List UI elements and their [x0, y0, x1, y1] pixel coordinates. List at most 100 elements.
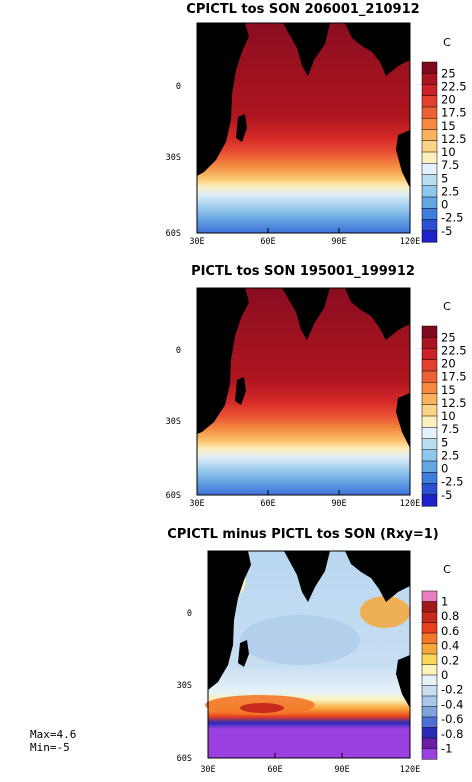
- panel-1-y-tick-30s: 30S: [166, 153, 181, 163]
- panel-3-y-tick-60s: 60S: [177, 754, 192, 764]
- colorbar-label: 7.5: [441, 158, 459, 172]
- colorbar-label: 12.5: [441, 396, 467, 410]
- colorbar-label: -0.2: [441, 683, 463, 697]
- panel-3-india: [284, 551, 330, 602]
- colorbar-swatch: [421, 325, 438, 338]
- colorbar-swatch: [421, 674, 438, 687]
- colorbar-swatch: [421, 382, 438, 395]
- colorbar-label: 0.6: [441, 624, 459, 638]
- panel-3-title: CPICTL minus PICTL tos SON (Rxy=1): [167, 527, 438, 542]
- panel-3-x-tick-60e: 60E: [267, 765, 282, 775]
- colorbar-swatch: [421, 727, 438, 739]
- panel-1-land: [197, 23, 410, 188]
- colorbar-swatch: [421, 393, 438, 406]
- panel-2-ticks: [196, 349, 411, 496]
- panel-1-asia: [345, 23, 410, 76]
- panel-3-warm-northeast: [360, 596, 410, 628]
- colorbar-label: 0.2: [441, 653, 459, 667]
- colorbar-swatch: [421, 685, 438, 697]
- colorbar-swatch: [421, 483, 438, 496]
- colorbar-swatch: [421, 737, 438, 750]
- panel-3-colorbar: [421, 590, 438, 760]
- panel-2-africa: [197, 288, 249, 434]
- panel-1-y-tick-0: 0: [176, 82, 181, 92]
- panel-1-colorbar: [421, 61, 438, 243]
- colorbar-swatch: [421, 601, 438, 613]
- panel-2-x-tick-120e: 120E: [400, 499, 420, 509]
- colorbar-swatch: [421, 84, 438, 97]
- panel-2-title: PICTL tos SON 195001_199912: [191, 264, 415, 279]
- panel-3-x-tick-90e: 90E: [334, 765, 349, 775]
- panel-3: CPICTL minus PICTL tos SON (Rxy=1) 30E 6…: [30, 527, 463, 775]
- panel-2: PICTL tos SON 195001_199912 30E 60E 90E …: [166, 264, 467, 509]
- colorbar-swatch: [421, 348, 438, 361]
- colorbar-swatch: [421, 404, 438, 417]
- colorbar-swatch: [421, 449, 438, 462]
- panel-3-y-tick-30s: 30S: [177, 681, 192, 691]
- panel-3-x-tick-30e: 30E: [200, 765, 215, 775]
- panel-2-x-tick-30e: 30E: [189, 499, 204, 509]
- colorbar-label: 10: [441, 145, 456, 159]
- colorbar-swatch: [421, 611, 438, 624]
- colorbar-swatch: [421, 438, 438, 451]
- panel-1-x-tick-60e: 60E: [260, 237, 275, 247]
- panel-2-india: [282, 288, 330, 340]
- panel-2-units: C: [443, 300, 451, 313]
- colorbar-label: 20: [441, 93, 456, 107]
- colorbar-label: 12.5: [441, 132, 467, 146]
- colorbar-label: 5: [441, 435, 448, 449]
- panel-2-x-tick-60e: 60E: [260, 499, 275, 509]
- colorbar-label: 25: [441, 330, 456, 344]
- colorbar-swatch: [421, 653, 438, 666]
- panel-3-units: C: [443, 563, 451, 576]
- colorbar-swatch: [421, 118, 438, 131]
- colorbar-label: -0.6: [441, 712, 463, 726]
- colorbar-label: 10: [441, 409, 456, 423]
- colorbar-label: 0.8: [441, 609, 459, 623]
- panel-1-x-tick-30e: 30E: [189, 237, 204, 247]
- panel-3-ticks: [207, 612, 411, 759]
- colorbar-label: 22.5: [441, 343, 467, 357]
- panel-1-madagascar: [236, 114, 247, 142]
- min-label: Min=-5: [30, 741, 70, 754]
- colorbar-swatch: [421, 163, 438, 176]
- colorbar-label: -2.5: [441, 475, 463, 489]
- panel-1-australia: [396, 130, 410, 188]
- colorbar-swatch: [421, 460, 438, 473]
- panel-3-y-tick-0: 0: [187, 609, 192, 619]
- panel-2-madagascar: [235, 377, 246, 405]
- panel-1-x-tick-90e: 90E: [331, 237, 346, 247]
- colorbar-swatch: [421, 590, 438, 603]
- panel-3-colorbar-labels: 10.80.60.40.20-0.2-0.4-0.6-0.8-1: [441, 595, 463, 756]
- colorbar-swatch: [421, 140, 438, 153]
- colorbar-label: 0: [441, 198, 448, 212]
- colorbar-swatch: [421, 185, 438, 198]
- panel-1-x-tick-120e: 120E: [400, 237, 420, 247]
- panel-3-africa: [208, 551, 251, 690]
- colorbar-swatch: [421, 337, 438, 350]
- colorbar-label: 0.4: [441, 639, 459, 653]
- colorbar-swatch: [421, 196, 438, 209]
- colorbar-swatch: [421, 748, 438, 760]
- colorbar-swatch: [421, 73, 438, 86]
- colorbar-swatch: [421, 664, 438, 676]
- colorbar-label: -5: [441, 488, 452, 502]
- panel-2-y-tick-30s: 30S: [166, 417, 181, 427]
- colorbar-label: 15: [441, 383, 456, 397]
- colorbar-swatch: [421, 716, 438, 729]
- colorbar-swatch: [421, 208, 438, 221]
- colorbar-label: 20: [441, 357, 456, 371]
- colorbar-label: -1: [441, 742, 452, 756]
- colorbar-label: 17.5: [441, 106, 467, 120]
- colorbar-label: 15: [441, 119, 456, 133]
- colorbar-label: 5: [441, 171, 448, 185]
- panel-2-frame: [196, 287, 411, 496]
- colorbar-swatch: [421, 643, 438, 655]
- colorbar-swatch: [421, 632, 438, 645]
- colorbar-label: 0: [441, 668, 448, 682]
- colorbar-swatch: [421, 151, 438, 164]
- panel-2-land: [197, 288, 410, 448]
